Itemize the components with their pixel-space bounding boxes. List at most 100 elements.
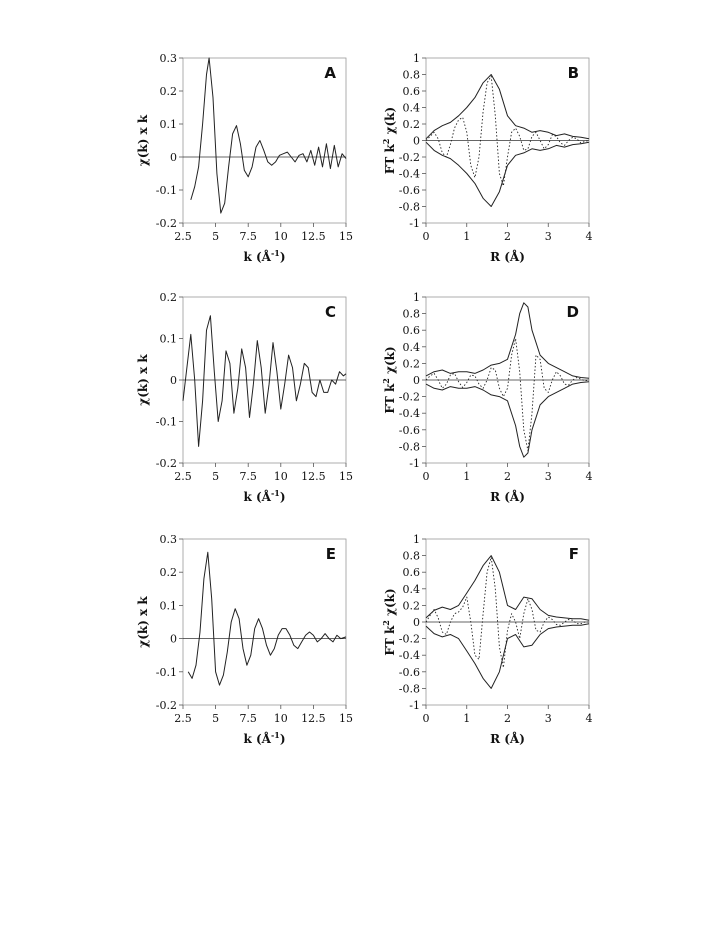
y-tick-label: 1 — [413, 52, 420, 65]
x-axis-label: k (Å-1) — [243, 248, 285, 264]
x-tick-label: 5 — [212, 470, 219, 483]
y-tick-label: -1 — [409, 217, 420, 230]
x-axis-label: R (Å) — [490, 489, 525, 504]
y-tick-label: -0.8 — [399, 682, 420, 695]
y-tick-label: -0.1 — [156, 416, 177, 429]
panel-letter: C — [325, 303, 336, 321]
series-line-2 — [425, 623, 590, 689]
y-tick-label: 0 — [413, 135, 420, 148]
y-tick-label: 0.1 — [160, 333, 178, 346]
y-tick-label: 0.8 — [403, 69, 421, 82]
x-axis-label: k (Å-1) — [243, 488, 285, 504]
panel-d: 0 1 2 3 4 -1 -0.8 -0.6 -0.4 -0.2 0 0.2 0.4 0.6 0.8 1 R (… — [381, 291, 593, 504]
panel-f: 0 1 2 3 4 -1 -0.8 -0.6 -0.4 -0.2 0 0.2 0.4 0.6 0.8 1 R (… — [381, 533, 593, 746]
x-axis-label: k (Å-1) — [243, 730, 285, 746]
x-tick-label: 12.5 — [301, 712, 326, 725]
x-tick-label: 0 — [423, 470, 430, 483]
x-tick-label: 7.5 — [239, 230, 257, 243]
y-axis-label: χ(k) x k — [136, 596, 150, 648]
x-tick-label: 7.5 — [239, 470, 257, 483]
y-tick-label: 0.8 — [403, 308, 421, 321]
x-tick-label: 4 — [586, 470, 593, 483]
y-tick-label: 0.3 — [160, 533, 178, 546]
series-line-1 — [425, 555, 590, 621]
y-tick-label: -0.4 — [399, 649, 420, 662]
y-tick-label: 0.6 — [403, 324, 421, 337]
y-tick-label: 0 — [413, 616, 420, 629]
series-line-1 — [425, 302, 590, 379]
x-tick-label: 12.5 — [301, 230, 326, 243]
series-line-1 — [182, 315, 347, 447]
panel-letter: A — [324, 64, 336, 82]
y-tick-label: 0.4 — [403, 583, 421, 596]
y-tick-label: 0.2 — [160, 291, 178, 304]
y-tick-label: -0.6 — [399, 666, 420, 679]
x-tick-label: 2 — [504, 230, 511, 243]
y-tick-label: 0 — [170, 374, 177, 387]
y-tick-label: 1 — [413, 291, 420, 304]
y-tick-label: -0.4 — [399, 407, 420, 420]
x-axis-label: R (Å) — [490, 731, 525, 746]
y-tick-label: 0.3 — [160, 52, 178, 65]
series-line-2 — [425, 141, 590, 207]
y-axis-label: χ(k) x k — [136, 114, 150, 166]
x-tick-label: 2.5 — [174, 712, 192, 725]
panel-c: 2.5 5 7.5 10 12.5 15 -0.2 -0.1 0 0.1 0.2 k (Å-1) χ(k… — [136, 291, 353, 504]
y-tick-label: 0.4 — [403, 102, 421, 115]
x-tick-label: 1 — [463, 230, 470, 243]
x-tick-label: 12.5 — [301, 470, 326, 483]
y-tick-label: -0.6 — [399, 184, 420, 197]
x-tick-label: 15 — [339, 470, 353, 483]
y-tick-label: 0.6 — [403, 566, 421, 579]
panel-b: 0 1 2 3 4 -1 -0.8 -0.6 -0.4 -0.2 0 0.2 0.4 0.6 0.8 1 R (… — [381, 52, 593, 264]
y-tick-label: -0.2 — [399, 391, 420, 404]
y-tick-label: 0.2 — [403, 599, 421, 612]
y-tick-label: -0.2 — [399, 151, 420, 164]
y-axis-label: FT k2 χ(k) — [381, 588, 397, 655]
y-tick-label: 0 — [170, 151, 177, 164]
y-axis-label: χ(k) x k — [136, 354, 150, 406]
x-tick-label: 2.5 — [174, 470, 192, 483]
x-tick-label: 3 — [545, 712, 552, 725]
y-tick-label: -0.6 — [399, 424, 420, 437]
y-tick-label: 0.2 — [160, 85, 178, 98]
plot-frame — [182, 57, 347, 224]
y-tick-label: 1 — [413, 533, 420, 546]
y-tick-label: -0.2 — [156, 217, 177, 230]
x-tick-label: 10 — [274, 470, 288, 483]
y-axis-label: FT k2 χ(k) — [381, 107, 397, 174]
y-tick-label: -0.1 — [156, 184, 177, 197]
y-tick-label: -0.2 — [156, 457, 177, 470]
x-tick-label: 5 — [212, 230, 219, 243]
x-tick-label: 10 — [274, 230, 288, 243]
series-line-3 — [425, 338, 590, 452]
y-tick-label: -1 — [409, 699, 420, 712]
panel-letter: D — [567, 303, 579, 321]
y-tick-label: -0.4 — [399, 168, 420, 181]
series-line-3 — [425, 556, 589, 669]
y-axis-label: FT k2 χ(k) — [381, 346, 397, 413]
x-tick-label: 10 — [274, 712, 288, 725]
y-tick-label: 0.6 — [403, 85, 421, 98]
y-tick-label: 0.2 — [403, 118, 421, 131]
y-tick-label: -0.2 — [156, 699, 177, 712]
x-tick-label: 0 — [423, 712, 430, 725]
x-axis-label: R (Å) — [490, 249, 525, 264]
y-tick-label: -0.2 — [399, 633, 420, 646]
x-tick-label: 4 — [586, 712, 593, 725]
x-tick-label: 0 — [423, 230, 430, 243]
y-tick-label: 0.8 — [403, 550, 421, 563]
series-line-1 — [187, 551, 347, 686]
x-tick-label: 15 — [339, 230, 353, 243]
panel-e: 2.5 5 7.5 10 12.5 15 -0.2 -0.1 0 0.1 0.2 0.3 k (Å-1)… — [136, 533, 353, 746]
series-line-1 — [190, 57, 347, 214]
x-tick-label: 2 — [504, 712, 511, 725]
series-line-2 — [425, 381, 590, 458]
series-line-3 — [425, 75, 590, 187]
panel-letter: F — [569, 545, 579, 563]
x-tick-label: 4 — [586, 230, 593, 243]
y-tick-label: -0.1 — [156, 666, 177, 679]
plot-frame — [182, 538, 347, 706]
y-tick-label: -0.8 — [399, 201, 420, 214]
